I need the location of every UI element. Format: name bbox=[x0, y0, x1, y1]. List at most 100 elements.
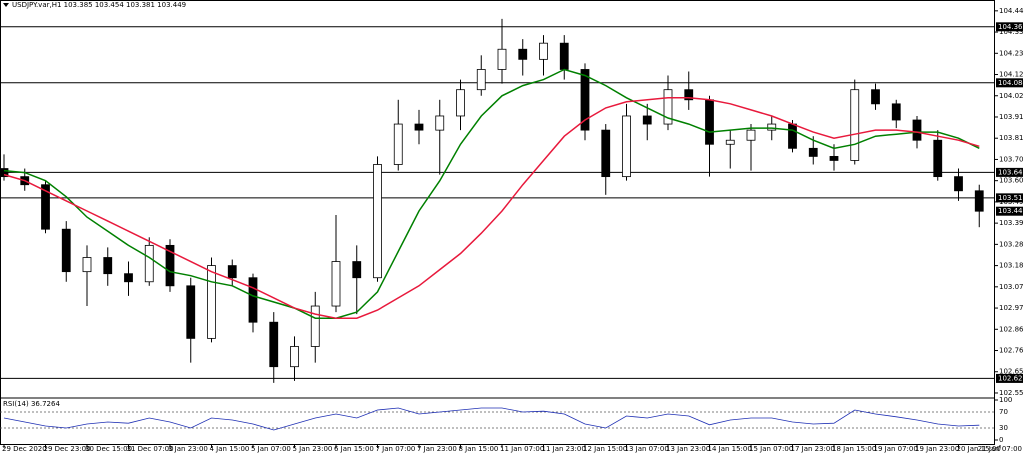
last-price-label: 103.449 bbox=[998, 207, 1024, 215]
candle-body bbox=[456, 89, 465, 117]
candle-body bbox=[850, 89, 860, 161]
candle-body bbox=[248, 277, 258, 323]
candle-body bbox=[227, 265, 237, 279]
level-label: 102.622 bbox=[998, 374, 1024, 382]
candle-body bbox=[933, 139, 943, 178]
last-price-box bbox=[996, 206, 1023, 216]
y-tick-label: 102.970 bbox=[999, 304, 1024, 312]
candle-body bbox=[144, 244, 154, 283]
x-tick-label: 5 Jan 23:00 bbox=[293, 445, 333, 453]
x-tick-label: 15 Jan 07:00 bbox=[749, 445, 793, 453]
y-tick-label: 103.390 bbox=[999, 219, 1024, 227]
candle-body bbox=[207, 265, 216, 339]
candle-body bbox=[539, 42, 548, 60]
x-tick-label: 30 Dec 15:00 bbox=[85, 445, 132, 453]
y-tick-label: 103.285 bbox=[999, 240, 1024, 248]
candle-body bbox=[622, 115, 631, 178]
symbol-icon bbox=[3, 3, 9, 7]
x-tick-label: 5 Jan 07:00 bbox=[251, 445, 291, 453]
x-tick-label: 3 Jan 23:00 bbox=[168, 445, 208, 453]
candle-body bbox=[476, 69, 486, 91]
candle-body bbox=[310, 305, 320, 347]
y-tick-label: 100 bbox=[999, 396, 1012, 404]
candle-body bbox=[124, 273, 133, 283]
x-tick-label: 14 Jan 15:00 bbox=[708, 445, 752, 453]
x-tick-label: 7 Jan 23:00 bbox=[417, 445, 457, 453]
candle-body bbox=[891, 103, 901, 121]
y-tick-label: 103.180 bbox=[999, 262, 1024, 270]
y-tick-label: 102.760 bbox=[999, 347, 1024, 355]
y-tick-label: 102.655 bbox=[999, 368, 1024, 376]
candle-body bbox=[684, 89, 694, 101]
level-label: 103.515 bbox=[998, 194, 1024, 202]
rsi-title: RSI(14) 36.7264 bbox=[3, 400, 60, 408]
x-tick-label: 11 Jan 07:00 bbox=[500, 445, 544, 453]
candle-body bbox=[352, 261, 362, 279]
x-tick-label: 11 Jan 23:00 bbox=[542, 445, 586, 453]
level-box bbox=[996, 22, 1023, 32]
candle-body bbox=[725, 139, 735, 145]
candle-body bbox=[767, 123, 777, 131]
candle-body bbox=[290, 346, 299, 368]
level-box bbox=[996, 78, 1023, 88]
y-tick-label: 30 bbox=[999, 424, 1008, 432]
candle-body bbox=[103, 257, 113, 275]
y-tick-label: 102.550 bbox=[999, 389, 1024, 397]
x-tick-label: 20 Jan 15:00 bbox=[957, 445, 1001, 453]
candle-body bbox=[746, 129, 756, 141]
candle-body bbox=[663, 89, 673, 125]
indicator-line bbox=[3, 407, 980, 431]
candle-body bbox=[829, 156, 839, 161]
level-label: 104.084 bbox=[998, 79, 1024, 87]
candle-body bbox=[808, 147, 818, 157]
x-tick-label: 19 Jan 23:00 bbox=[915, 445, 959, 453]
candle-body bbox=[373, 164, 382, 279]
candle-body bbox=[393, 123, 403, 165]
x-tick-label: 8 Jan 15:00 bbox=[459, 445, 499, 453]
level-box bbox=[996, 167, 1023, 177]
candle-body bbox=[974, 190, 984, 212]
x-tick-label: 19 Jan 07:00 bbox=[874, 445, 918, 453]
x-tick-label: 29 Dec 23:00 bbox=[44, 445, 91, 453]
candle-body bbox=[435, 115, 445, 131]
x-tick-label: 13 Jan 07:00 bbox=[625, 445, 669, 453]
x-tick-label: 17 Jan 23:00 bbox=[791, 445, 835, 453]
y-tick-label: 102.865 bbox=[999, 325, 1024, 333]
x-tick-label: 4 Jan 15:00 bbox=[210, 445, 250, 453]
x-tick-label: 21 Jan 07:00 bbox=[978, 445, 1022, 453]
candle-body bbox=[414, 123, 424, 131]
x-tick-label: 18 Jan 15:00 bbox=[832, 445, 876, 453]
candle-body bbox=[705, 99, 714, 145]
candle-body bbox=[497, 48, 507, 70]
x-tick-label: 6 Jan 15:00 bbox=[334, 445, 374, 453]
y-tick-label: 70 bbox=[999, 408, 1008, 416]
y-tick-label: 104.335 bbox=[999, 28, 1024, 36]
x-tick-label: 12 Jan 15:00 bbox=[583, 445, 627, 453]
candle-body bbox=[82, 257, 92, 273]
indicator-line bbox=[3, 97, 980, 319]
chart-title: USDJPY.var,H1 103.385 103.454 103.381 10… bbox=[12, 1, 186, 9]
x-tick-label: 31 Dec 07:00 bbox=[127, 445, 174, 453]
x-tick-label: 29 Dec 2020 bbox=[2, 445, 47, 453]
candle-body bbox=[559, 42, 569, 70]
y-tick-label: 104.125 bbox=[999, 71, 1024, 79]
indicator-line bbox=[3, 68, 980, 319]
candle-body bbox=[61, 228, 71, 273]
y-tick-label: 103.810 bbox=[999, 134, 1024, 142]
y-tick-label: 103.705 bbox=[999, 155, 1024, 163]
candle-body bbox=[871, 89, 880, 105]
level-box bbox=[996, 193, 1023, 203]
y-tick-label: 104.020 bbox=[999, 92, 1024, 100]
level-label: 104.361 bbox=[998, 23, 1024, 31]
level-label: 103.641 bbox=[998, 168, 1024, 176]
candle-body bbox=[269, 321, 279, 368]
y-tick-label: 0 bbox=[999, 436, 1003, 444]
candle-body bbox=[601, 129, 611, 178]
x-tick-label: 7 Jan 07:00 bbox=[376, 445, 416, 453]
candle-body bbox=[186, 285, 196, 339]
candle-body bbox=[580, 69, 590, 131]
candle-body bbox=[518, 48, 528, 60]
candle-body bbox=[41, 184, 50, 230]
candle-body bbox=[165, 244, 175, 287]
